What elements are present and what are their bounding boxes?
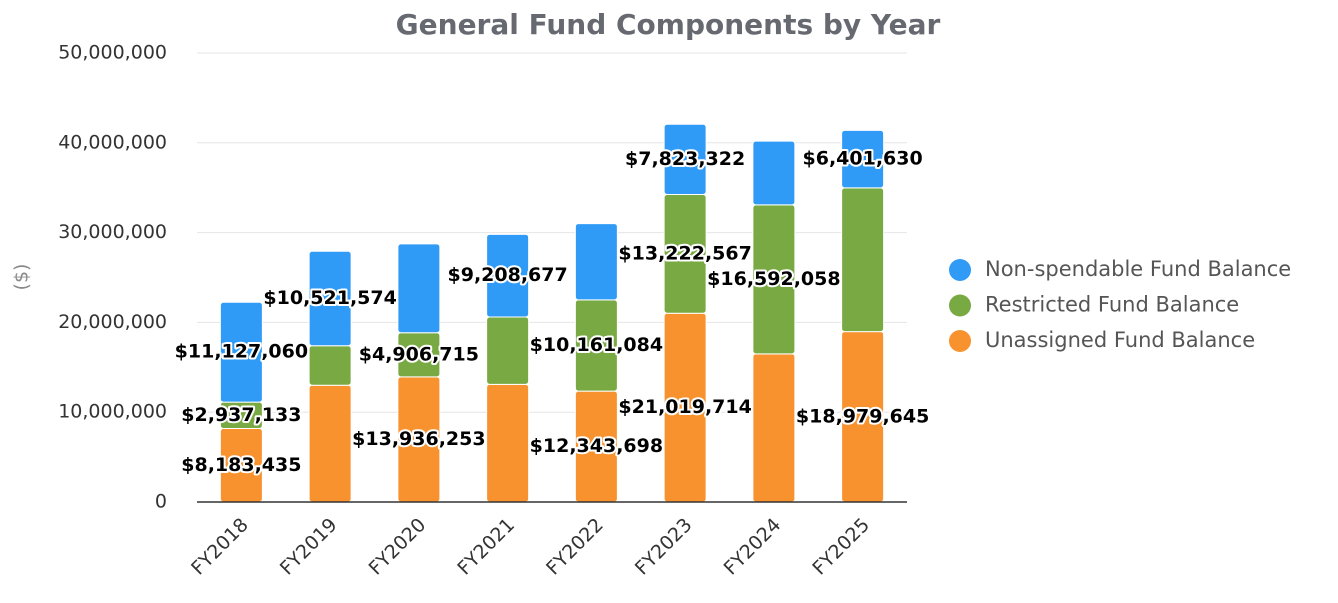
data-label: $12,343,698 bbox=[530, 435, 663, 457]
x-tick-label: FY2019 bbox=[276, 514, 342, 580]
data-label: $13,936,253 bbox=[352, 428, 485, 450]
data-label: $8,183,435 bbox=[181, 454, 301, 476]
data-label: $4,906,715 bbox=[359, 343, 479, 365]
bar-segment bbox=[663, 123, 707, 196]
data-label: $13,222,567 bbox=[618, 242, 751, 264]
y-tick-label: 0 bbox=[155, 491, 167, 513]
data-label: $9,208,677 bbox=[448, 264, 568, 286]
bar-segment bbox=[486, 233, 530, 318]
bar-segment bbox=[308, 250, 352, 347]
data-label: $11,127,060 bbox=[175, 341, 308, 363]
bar-segment bbox=[752, 140, 796, 206]
legend-label: Unassigned Fund Balance bbox=[985, 328, 1255, 352]
data-label: $10,521,574 bbox=[263, 287, 396, 309]
bar-segment bbox=[841, 129, 885, 189]
x-tick-label: FY2023 bbox=[631, 514, 697, 580]
x-tick-label: FY2024 bbox=[720, 514, 786, 580]
x-tick-label: FY2025 bbox=[808, 514, 874, 580]
data-label: $6,401,630 bbox=[803, 148, 923, 170]
chart-title: General Fund Components by Year bbox=[396, 8, 941, 41]
data-label: $7,823,322 bbox=[625, 148, 745, 170]
y-tick-label: 40,000,000 bbox=[58, 131, 167, 153]
legend-marker bbox=[949, 294, 971, 317]
bar-segment bbox=[308, 345, 352, 386]
legend-marker bbox=[949, 330, 971, 352]
x-tick-label: FY2020 bbox=[365, 514, 431, 580]
bar-segment bbox=[486, 383, 530, 503]
data-label: $18,979,645 bbox=[796, 405, 929, 427]
bar-segment bbox=[841, 187, 885, 333]
data-label: $2,937,133 bbox=[181, 404, 301, 426]
legend-marker bbox=[949, 259, 971, 281]
y-tick-label: 30,000,000 bbox=[58, 221, 167, 243]
legend-label: Restricted Fund Balance bbox=[985, 293, 1239, 317]
bar-segment bbox=[752, 353, 796, 503]
bar-segment bbox=[308, 384, 352, 503]
x-tick-label: FY2018 bbox=[187, 514, 253, 580]
legend-label: Non-spendable Fund Balance bbox=[985, 257, 1291, 281]
data-label: $10,161,084 bbox=[530, 334, 663, 356]
data-label: $16,592,058 bbox=[707, 268, 840, 290]
x-tick-label: FY2022 bbox=[542, 514, 608, 580]
y-tick-label: 50,000,000 bbox=[58, 42, 167, 64]
bar-segment bbox=[486, 316, 530, 385]
bar-segment bbox=[574, 223, 618, 301]
y-axis-label: ($) bbox=[11, 264, 33, 291]
bar-segment bbox=[397, 243, 441, 334]
data-label: $21,019,714 bbox=[618, 396, 751, 418]
x-tick-label: FY2021 bbox=[453, 514, 519, 580]
y-tick-label: 10,000,000 bbox=[58, 401, 167, 423]
y-tick-label: 20,000,000 bbox=[58, 311, 167, 333]
bar-segment bbox=[219, 301, 263, 403]
